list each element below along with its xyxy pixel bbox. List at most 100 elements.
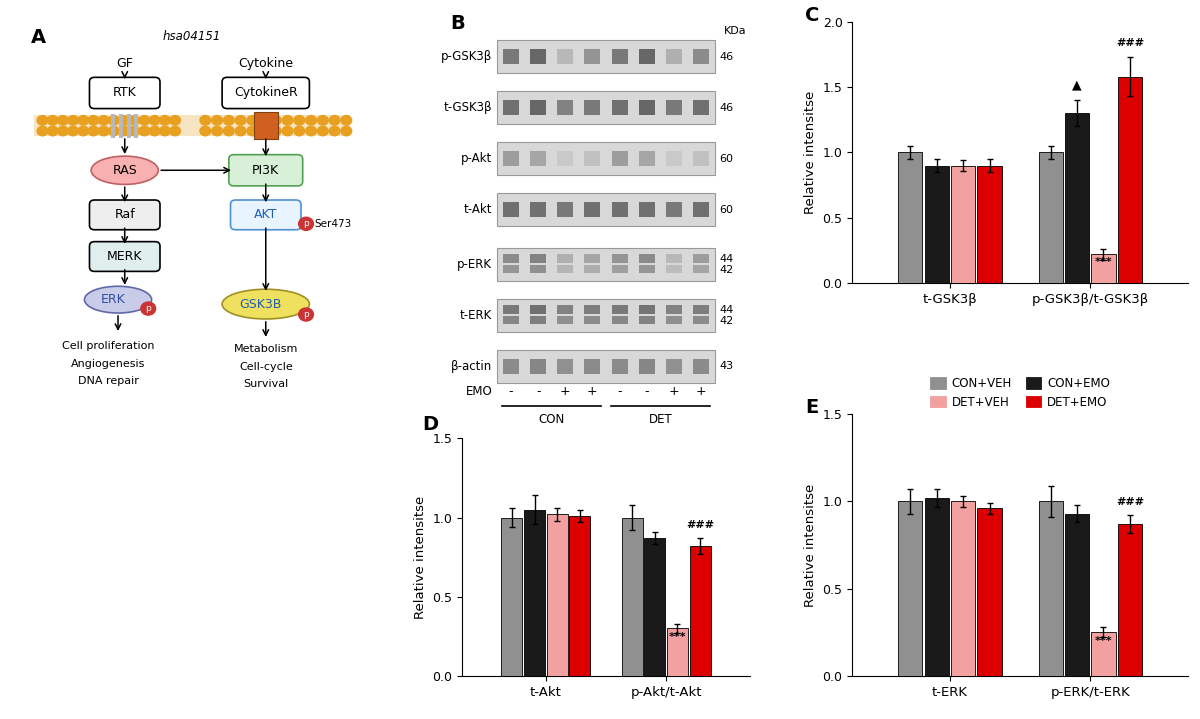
Text: ▲: ▲ xyxy=(1073,78,1082,91)
Bar xyxy=(584,202,600,217)
Text: C: C xyxy=(805,6,820,25)
Bar xyxy=(666,151,682,166)
Text: p-GSK3β: p-GSK3β xyxy=(440,50,492,63)
Circle shape xyxy=(108,116,119,125)
Bar xyxy=(530,305,546,314)
Circle shape xyxy=(299,308,313,321)
Circle shape xyxy=(149,127,160,136)
Bar xyxy=(612,254,628,263)
Bar xyxy=(638,265,655,273)
Text: ###: ### xyxy=(1116,37,1144,47)
Text: p-Akt: p-Akt xyxy=(461,152,492,165)
Circle shape xyxy=(299,217,313,230)
Circle shape xyxy=(98,127,109,136)
Bar xyxy=(497,142,715,175)
Text: ###: ### xyxy=(686,521,714,530)
Bar xyxy=(497,349,715,383)
Text: t-ERK: t-ERK xyxy=(460,309,492,322)
Bar xyxy=(612,100,628,115)
Text: -: - xyxy=(536,385,540,398)
Circle shape xyxy=(128,127,139,136)
Bar xyxy=(925,165,949,283)
Bar xyxy=(530,202,546,217)
Bar xyxy=(530,359,546,374)
Text: hsa04151: hsa04151 xyxy=(163,30,221,43)
Text: -: - xyxy=(617,385,622,398)
Bar xyxy=(638,202,655,217)
Text: AKT: AKT xyxy=(254,209,277,221)
Bar xyxy=(1038,501,1063,676)
Bar xyxy=(638,100,655,115)
Bar xyxy=(898,501,923,676)
Bar xyxy=(584,100,600,115)
Text: ###: ### xyxy=(1116,497,1144,507)
Circle shape xyxy=(98,116,109,125)
Circle shape xyxy=(247,127,258,136)
Bar xyxy=(557,254,574,263)
Circle shape xyxy=(294,127,305,136)
Ellipse shape xyxy=(84,286,151,313)
Bar xyxy=(898,152,923,283)
Bar xyxy=(666,100,682,115)
Bar xyxy=(612,151,628,166)
Circle shape xyxy=(58,116,68,125)
Text: Cell proliferation: Cell proliferation xyxy=(61,341,154,351)
Circle shape xyxy=(88,116,98,125)
Text: +: + xyxy=(587,385,598,398)
Bar xyxy=(497,193,715,226)
Circle shape xyxy=(169,116,180,125)
Bar xyxy=(644,538,665,676)
Bar xyxy=(952,165,976,283)
Circle shape xyxy=(67,116,78,125)
Bar xyxy=(497,298,715,332)
Circle shape xyxy=(37,127,48,136)
Bar xyxy=(666,50,682,64)
Circle shape xyxy=(47,127,58,136)
Bar xyxy=(503,202,520,217)
Bar xyxy=(503,316,520,324)
Bar xyxy=(584,359,600,374)
Circle shape xyxy=(78,127,89,136)
Bar xyxy=(557,316,574,324)
Text: p-ERK: p-ERK xyxy=(457,258,492,271)
Bar xyxy=(692,254,709,263)
Bar xyxy=(1117,524,1142,676)
Bar xyxy=(530,50,546,64)
Ellipse shape xyxy=(222,289,310,319)
Circle shape xyxy=(200,116,211,125)
Bar xyxy=(557,151,574,166)
Bar xyxy=(638,254,655,263)
Bar xyxy=(584,50,600,64)
Bar xyxy=(1064,113,1090,283)
Text: CytokineR: CytokineR xyxy=(234,86,298,99)
Bar xyxy=(530,316,546,324)
Bar xyxy=(557,359,574,374)
Bar xyxy=(666,265,682,273)
Text: 43: 43 xyxy=(720,361,734,371)
Bar xyxy=(692,305,709,314)
Bar xyxy=(692,359,709,374)
Bar xyxy=(612,202,628,217)
FancyBboxPatch shape xyxy=(90,200,160,230)
Circle shape xyxy=(341,116,352,125)
Bar xyxy=(557,265,574,273)
Bar xyxy=(524,510,545,676)
Bar xyxy=(666,316,682,324)
Bar xyxy=(692,265,709,273)
Bar xyxy=(1038,152,1063,283)
Text: ***: *** xyxy=(1094,636,1112,646)
Text: ERK: ERK xyxy=(101,293,125,306)
Circle shape xyxy=(318,127,329,136)
Text: MERK: MERK xyxy=(107,250,143,263)
Text: 60: 60 xyxy=(720,205,733,214)
Bar xyxy=(638,305,655,314)
Circle shape xyxy=(108,127,119,136)
Bar xyxy=(503,254,520,263)
Bar xyxy=(503,359,520,374)
Bar xyxy=(612,50,628,64)
Bar xyxy=(503,305,520,314)
Text: -: - xyxy=(644,385,649,398)
Bar xyxy=(584,254,600,263)
Legend: CON+VEH, DET+VEH, CON+EMO, DET+EMO: CON+VEH, DET+VEH, CON+EMO, DET+EMO xyxy=(925,372,1115,413)
Circle shape xyxy=(67,127,78,136)
